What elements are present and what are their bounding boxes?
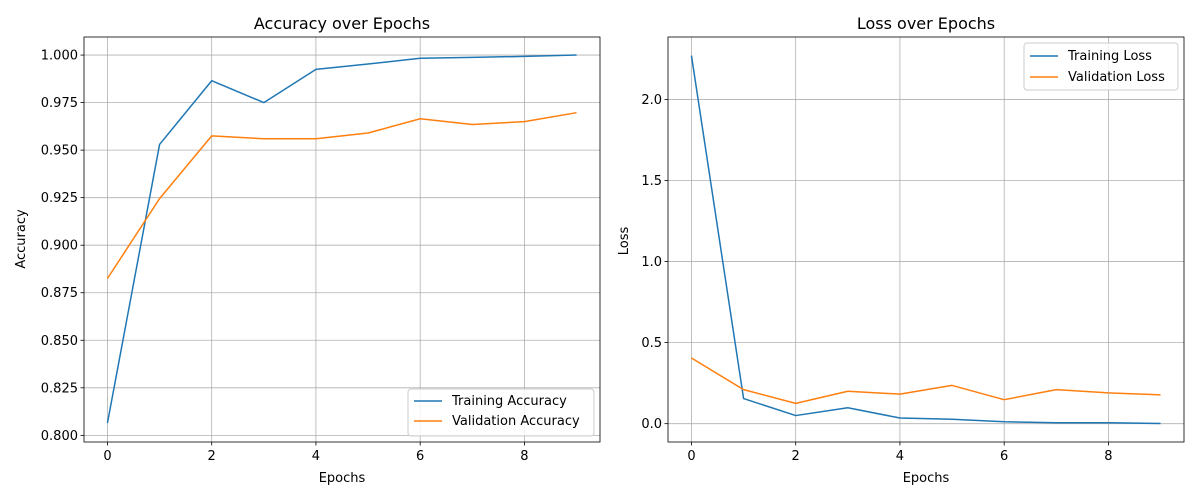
- legend-box: [1023, 42, 1179, 91]
- y-axis-label: Accuracy: [14, 209, 29, 269]
- y-tick-label: 0.850: [41, 334, 78, 349]
- x-tick-label: 4: [896, 449, 904, 464]
- plot-frame: [667, 36, 1185, 443]
- grid: [668, 37, 1184, 442]
- ticks: 0 2 4 6 8 0.0 0.5 1.0 1.5 2.0: [641, 93, 1112, 464]
- series-line-validation-accuracy: [106, 111, 577, 279]
- x-tick-label: 8: [520, 449, 528, 464]
- legend-box: [407, 388, 595, 437]
- y-tick-label: 1.000: [41, 49, 78, 64]
- series: [106, 54, 577, 424]
- chart-title: Loss over Epochs: [857, 14, 995, 33]
- series-line-validation-loss: [691, 357, 1161, 405]
- y-tick-label: 0.875: [41, 286, 78, 301]
- x-axis-label: Epochs: [319, 471, 366, 486]
- y-tick-label: 0.975: [41, 96, 78, 111]
- y-tick-label: 0.5: [641, 336, 662, 351]
- x-tick-label: 2: [208, 449, 216, 464]
- plot-frame: [83, 36, 601, 443]
- legend: Training Accuracy Validation Accuracy: [407, 388, 595, 437]
- x-tick-label: 2: [792, 449, 800, 464]
- y-tick-label: 2.0: [641, 93, 662, 108]
- y-axis-label: Loss: [617, 227, 632, 256]
- x-tick-label: 0: [687, 449, 695, 464]
- grid: [84, 37, 600, 442]
- y-tick-label: 1.0: [641, 255, 662, 270]
- legend-label-validation-loss: Validation Loss: [1068, 70, 1165, 85]
- y-tick-label: 0.825: [41, 381, 78, 396]
- legend: Training Loss Validation Loss: [1023, 42, 1179, 91]
- accuracy-chart: Accuracy over Epochs 0 2 4 6 8 0.800 0.825 0.85…: [14, 14, 601, 486]
- legend-label-training-loss: Training Loss: [1067, 49, 1152, 64]
- series-line-training-accuracy: [106, 54, 577, 424]
- series: [690, 55, 1161, 425]
- legend-label-training-accuracy: Training Accuracy: [451, 394, 567, 409]
- y-tick-label: 0.950: [41, 144, 78, 159]
- ticks: 0 2 4 6 8 0.800 0.825 0.850 0.875 0.900 0.925 0.950…: [41, 49, 529, 464]
- x-axis-label: Epochs: [903, 471, 950, 486]
- y-tick-label: 0.925: [41, 191, 78, 206]
- x-tick-label: 6: [416, 449, 424, 464]
- loss-chart: Loss over Epochs 0 2 4 6 8 0.0 0.5 1.0 1.5 2.0 Ep…: [617, 14, 1185, 486]
- series-line-training-loss: [690, 55, 1161, 425]
- y-tick-label: 0.900: [41, 239, 78, 254]
- y-tick-label: 1.5: [641, 174, 662, 189]
- y-tick-label: 0.0: [641, 417, 662, 432]
- legend-label-validation-accuracy: Validation Accuracy: [452, 414, 580, 429]
- x-tick-label: 4: [312, 449, 320, 464]
- x-tick-label: 8: [1104, 449, 1112, 464]
- y-tick-label: 0.800: [41, 429, 78, 444]
- chart-title: Accuracy over Epochs: [254, 14, 430, 33]
- x-tick-label: 0: [103, 449, 111, 464]
- x-tick-label: 6: [1000, 449, 1008, 464]
